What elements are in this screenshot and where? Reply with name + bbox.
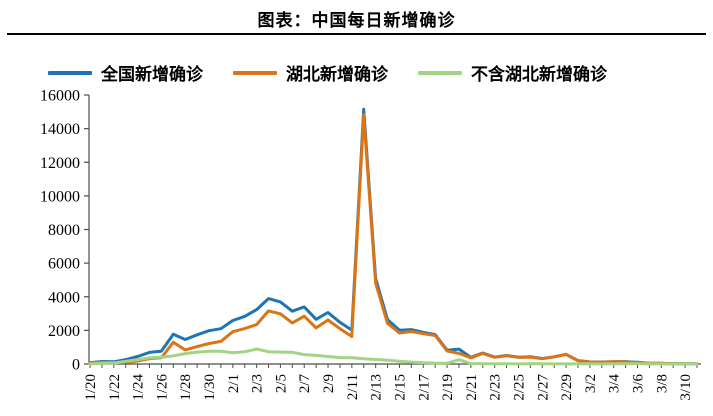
x-tick-label: 3/10: [678, 374, 694, 401]
x-tick-label: 2/21: [464, 374, 480, 401]
y-tick-label: 4000: [48, 289, 80, 306]
x-tick-label: 2/25: [511, 374, 527, 401]
line-chart: 0 2000 4000 6000 8000 10000 12000 14000 16000 1/2…: [40, 88, 701, 401]
y-tick-label: 0: [72, 357, 80, 374]
x-tick-label: 1/24: [131, 374, 147, 401]
x-tick-label: 2/15: [392, 374, 408, 401]
x-tick-label: 2/17: [416, 374, 432, 401]
chart-title: 图表：中国每日新增确诊: [257, 11, 456, 30]
x-tick-label: 2/7: [297, 374, 313, 394]
x-tick-label: 3/6: [630, 374, 646, 394]
y-tick-label: 16000: [40, 88, 80, 105]
y-tick-label: 10000: [40, 188, 80, 205]
hubei-line-swatch: [233, 70, 277, 75]
y-tick-label: 14000: [40, 121, 80, 138]
x-tick-label: 3/2: [583, 374, 599, 393]
x-tick-label: 2/13: [369, 374, 385, 401]
y-tick-label: 2000: [48, 323, 80, 340]
legend-label-national: 全国新增确诊: [101, 65, 203, 84]
x-tick-label: 2/29: [559, 374, 575, 401]
x-tick-label: 1/20: [83, 374, 99, 401]
legend-label-ex-hubei: 不含湖北新增确诊: [471, 65, 607, 84]
x-tick-label: 3/8: [654, 374, 670, 393]
x-tick-label: 1/30: [202, 374, 218, 401]
x-tick-label: 1/22: [107, 374, 123, 401]
x-tick-label: 2/9: [321, 374, 337, 393]
legend-item-national: 全国新增确诊: [48, 60, 203, 85]
ex-hubei-line-swatch: [418, 70, 462, 75]
chart-legend: 全国新增确诊 湖北新增确诊 不含湖北新增确诊: [48, 60, 607, 85]
legend-item-ex-hubei: 不含湖北新增确诊: [418, 60, 607, 85]
national-line-swatch: [48, 70, 92, 75]
x-tick-label: 2/11: [345, 374, 361, 400]
series-hubei-line: [88, 113, 699, 366]
series-national-line: [88, 107, 699, 366]
x-tick-label: 2/19: [440, 374, 456, 401]
y-tick-label: 8000: [48, 222, 80, 239]
x-tick-label: 2/27: [535, 374, 551, 401]
series-ex-hubei-line: [88, 347, 699, 366]
x-tick-label: 2/23: [488, 374, 504, 401]
title-divider: [7, 33, 706, 35]
x-tick-label: 1/28: [178, 374, 194, 401]
x-tick-label: 1/26: [154, 374, 170, 401]
legend-label-hubei: 湖北新增确诊: [286, 65, 388, 84]
x-tick-label: 2/5: [273, 374, 289, 393]
y-tick-label: 12000: [40, 155, 80, 172]
x-tick-label: 3/4: [607, 374, 623, 394]
y-tick-label: 6000: [48, 256, 80, 273]
legend-item-hubei: 湖北新增确诊: [233, 60, 388, 85]
x-tick-label: 2/1: [226, 374, 242, 393]
x-tick-label: 2/3: [250, 374, 266, 393]
